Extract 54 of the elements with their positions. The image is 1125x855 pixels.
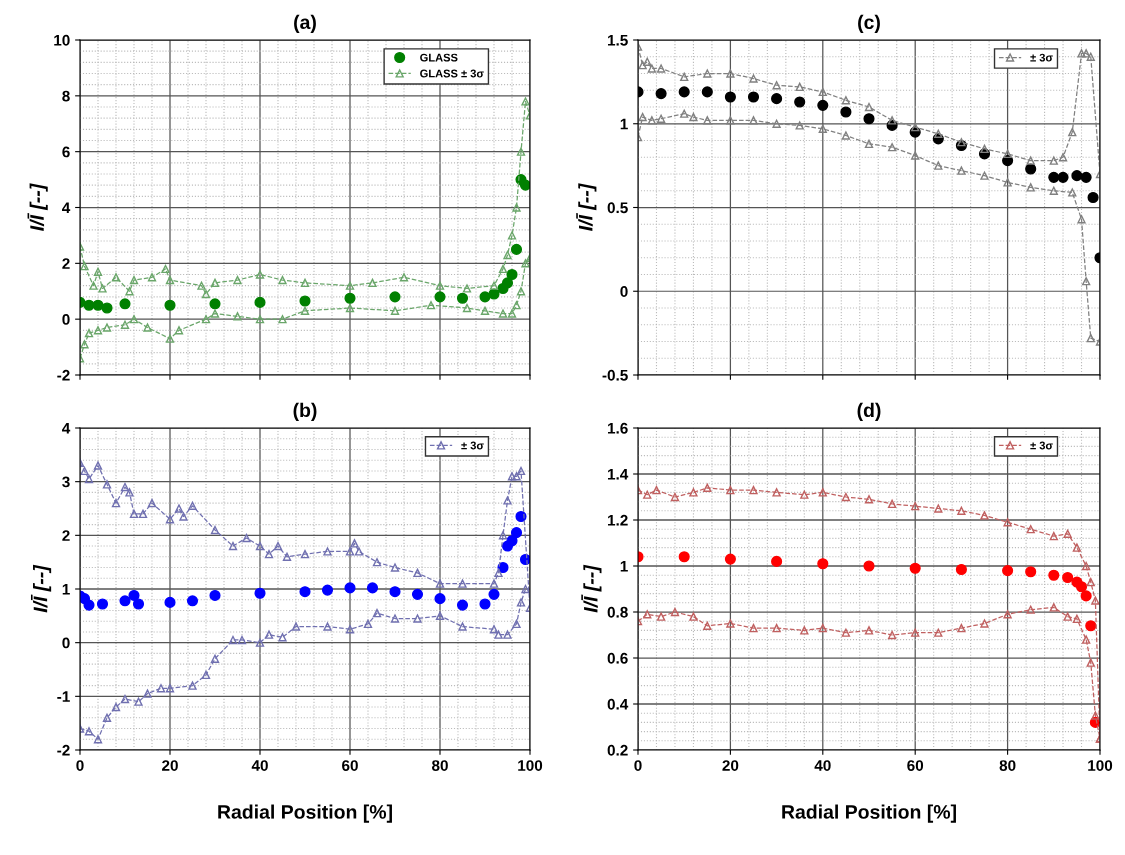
y-tick-label: -1: [57, 691, 70, 702]
y-tick-label: -2: [57, 744, 70, 756]
x-tick-label: 60: [342, 760, 358, 771]
y-tick-label: 1: [62, 584, 70, 595]
y-axis-title: I/Ī [--]: [581, 564, 602, 613]
y-tick-label: 8: [62, 90, 70, 102]
y-axis-title: I/Ī [--]: [30, 564, 52, 613]
x-tick-label: 40: [251, 760, 268, 771]
y-tick-label: 1: [620, 118, 628, 130]
y-tick-label: 1: [620, 561, 628, 572]
y-tick-label: 1.5: [608, 35, 628, 46]
x-axis-title: Radial Position [%]: [782, 804, 956, 823]
y-tick-label: 0.2: [607, 744, 628, 756]
x-tick-label: 80: [431, 760, 448, 771]
y-tick-label: 0: [620, 286, 628, 297]
y-tick-label: -0.5: [602, 369, 628, 381]
y-tick-label: 0.5: [607, 202, 628, 214]
y-tick-label: 0: [62, 314, 70, 325]
legend-label: ± 3σ: [1030, 441, 1053, 450]
y-tick-label: 2: [62, 530, 70, 541]
y-tick-label: 0: [62, 637, 70, 649]
x-tick-label: 80: [999, 760, 1016, 771]
y-tick-label: 0.8: [607, 606, 628, 618]
y-tick-label: -2: [57, 369, 70, 381]
y-tick-label: 0.4: [607, 698, 629, 710]
chart-title: (b): [293, 402, 317, 421]
x-tick-label: 100: [518, 760, 543, 771]
y-tick-label: 6: [62, 146, 70, 158]
legend-label: ± 3σ: [461, 441, 484, 450]
y-tick-label: 2: [62, 258, 70, 269]
x-tick-label: 20: [722, 760, 739, 771]
x-tick-label: 0: [634, 760, 642, 771]
y-tick-label: 0.6: [607, 652, 628, 664]
chart-title: (c): [858, 14, 880, 33]
y-tick-label: 1.2: [608, 514, 628, 526]
y-tick-label: 4: [62, 423, 71, 434]
legend-label: GLASS: [420, 53, 458, 62]
x-tick-label: 60: [907, 760, 924, 771]
y-tick-label: 4: [62, 202, 71, 214]
y-tick-label: 10: [54, 34, 70, 46]
x-tick-label: 0: [76, 760, 84, 771]
chart-title: (a): [294, 14, 316, 33]
y-tick-label: 1.6: [608, 422, 628, 434]
x-tick-label: 100: [1088, 760, 1113, 771]
y-axis-title: I/Ī [--]: [27, 183, 48, 231]
x-tick-label: 40: [814, 760, 831, 771]
y-axis-title: I/Ī [--]: [576, 183, 597, 231]
legend-label: GLASS ± 3σ: [420, 69, 484, 78]
x-axis-title: Radial Position [%]: [218, 804, 392, 823]
x-tick-label: 20: [162, 760, 178, 771]
legend-label: ± 3σ: [1030, 53, 1053, 62]
y-tick-label: 1.4: [608, 469, 629, 480]
y-tick-label: 3: [62, 476, 70, 488]
chart-title: (d): [857, 402, 881, 421]
